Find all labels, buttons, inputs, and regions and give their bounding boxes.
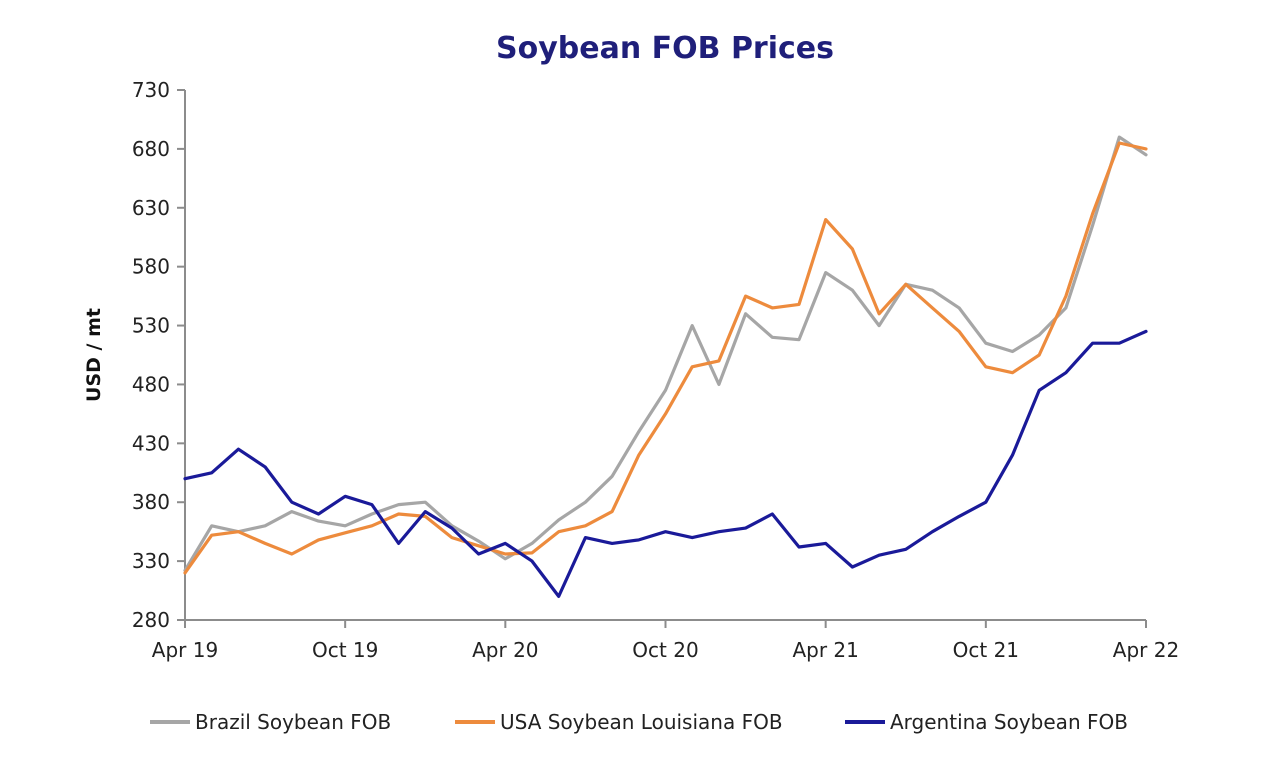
x-tick-label: Apr 20: [472, 638, 538, 662]
y-tick-label: 280: [132, 608, 170, 632]
legend: Brazil Soybean FOB USA Soybean Louisiana …: [150, 710, 1128, 734]
y-axis-label: USD / mt: [83, 308, 105, 402]
y-axis-ticks: 280 330 380 430 480 530 580 630 680 730: [132, 78, 185, 632]
y-tick-label: 380: [132, 490, 170, 514]
y-tick-label: 580: [132, 255, 170, 279]
y-tick-label: 530: [132, 314, 170, 338]
x-tick-label: Oct 20: [632, 638, 698, 662]
x-tick-label: Oct 21: [953, 638, 1019, 662]
series-line-brazil-soybean-fob: [183, 135, 1148, 573]
x-tick-label: Oct 19: [312, 638, 378, 662]
x-tick-label: Apr 19: [152, 638, 218, 662]
y-tick-label: 630: [132, 196, 170, 220]
y-tick-label: 480: [132, 372, 170, 396]
y-tick-label: 680: [132, 137, 170, 161]
series-line-usa-soybean-louisiana-fob: [183, 141, 1148, 575]
series-group: [183, 135, 1148, 598]
legend-label: Argentina Soybean FOB: [890, 710, 1128, 734]
x-axis-ticks: Apr 19 Oct 19 Apr 20 Oct 20 Apr 21 Oct 21 Apr …: [152, 620, 1179, 662]
legend-label: Brazil Soybean FOB: [195, 710, 391, 734]
legend-label: USA Soybean Louisiana FOB: [500, 710, 783, 734]
y-tick-label: 730: [132, 78, 170, 102]
y-tick-label: 430: [132, 431, 170, 455]
y-tick-label: 330: [132, 549, 170, 573]
x-tick-label: Apr 22: [1113, 638, 1179, 662]
chart-title: Soybean FOB Prices: [496, 31, 834, 66]
series-line-argentina-soybean-fob: [183, 329, 1148, 598]
x-tick-label: Apr 21: [792, 638, 858, 662]
